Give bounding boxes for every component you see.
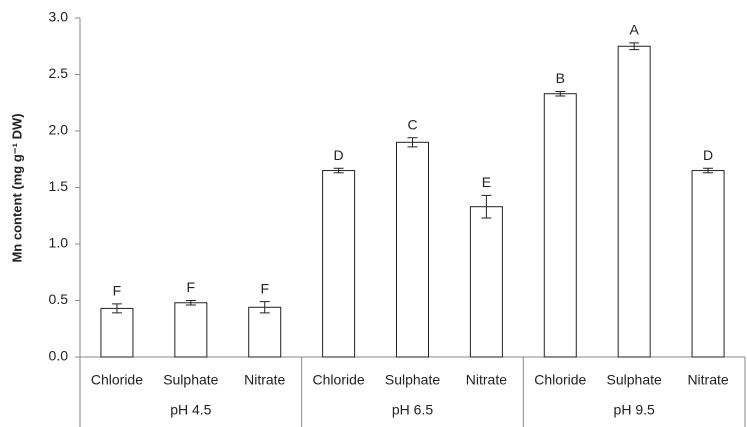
annotation: D [703,147,713,163]
y-tick-label: 0.5 [49,291,69,307]
error-bar [629,42,640,51]
x-tick-label: Sulphate [607,372,662,388]
y-tick-label: 0.0 [49,348,69,364]
bar [174,302,208,358]
bar [396,141,429,358]
error-bar [555,90,566,97]
error-bar [703,167,714,174]
error-bar [185,300,196,306]
x-tick-label: Sulphate [385,372,440,388]
error-bar [407,137,418,148]
x-tick-label: Sulphate [163,372,218,388]
bar [617,45,651,358]
bar [322,170,356,358]
annotation: A [629,22,639,38]
bar [100,307,134,358]
group-label: pH 9.5 [614,402,655,418]
annotation: B [556,70,565,86]
y-tick-label: 1.0 [49,235,69,251]
annotation: D [334,147,344,163]
annotation: F [260,280,269,296]
y-tick-label: 1.5 [49,178,69,194]
x-tick-label: Nitrate [244,372,285,388]
group-label: pH 4.5 [170,402,211,418]
error-bar [259,301,270,314]
error-bar [333,167,344,174]
annotation: E [482,174,491,190]
error-bar [111,303,122,314]
bar [691,170,725,358]
y-tick-label: 2.0 [49,122,69,138]
group-label: pH 6.5 [392,402,433,418]
y-axis-label: Mn content (mg g⁻¹ DW) [9,113,24,262]
y-tick-label: 2.5 [49,65,69,81]
bar [248,306,282,358]
x-tick-label: Chloride [313,372,365,388]
x-tick-label: Chloride [91,372,143,388]
annotation: F [187,279,196,295]
annotation: F [113,283,122,299]
x-tick-label: Nitrate [687,372,728,388]
error-bar [481,194,492,219]
x-tick-label: Chloride [534,372,586,388]
bar [543,93,577,358]
x-tick-label: Nitrate [466,372,507,388]
annotation: C [407,116,417,132]
bar [469,206,503,358]
y-tick-label: 3.0 [49,9,69,25]
